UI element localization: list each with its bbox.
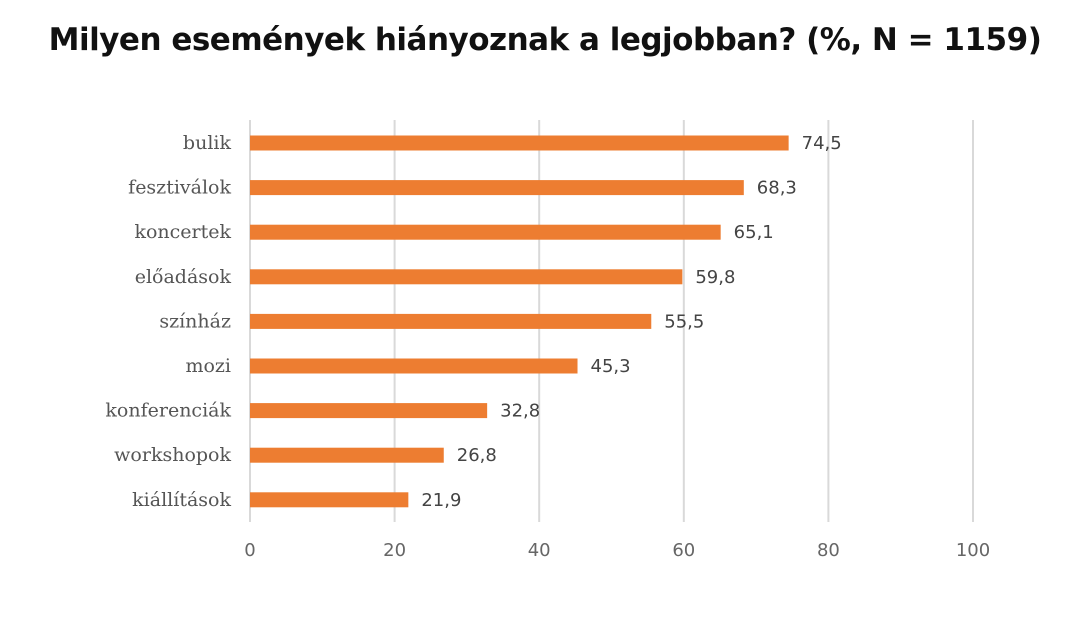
category-label: fesztiválok xyxy=(128,177,231,199)
x-tick-label: 20 xyxy=(383,540,406,561)
data-label: 26,8 xyxy=(457,445,497,466)
x-tick-label: 40 xyxy=(528,540,551,561)
x-tick-label: 80 xyxy=(817,540,840,561)
data-label: 55,5 xyxy=(664,311,704,332)
chart-title: Milyen események hiányoznak a legjobban?… xyxy=(48,22,1042,58)
bar xyxy=(250,224,721,240)
data-label: 21,9 xyxy=(421,490,461,511)
data-labels: 74,5 68,3 65,1 59,8 55,5 45,3 32,8 26,8 21,9 xyxy=(421,133,841,511)
bar xyxy=(250,358,578,374)
category-label: konferenciák xyxy=(105,400,231,422)
x-tick-label: 100 xyxy=(956,540,990,561)
category-label: színház xyxy=(159,310,231,332)
category-label: koncertek xyxy=(134,221,231,243)
bar xyxy=(250,269,683,285)
x-tick-label: 60 xyxy=(672,540,695,561)
data-label: 45,3 xyxy=(591,356,631,377)
data-label: 74,5 xyxy=(802,133,842,154)
data-label: 59,8 xyxy=(695,267,735,288)
x-axis-ticks: 0 20 40 60 80 100 xyxy=(244,540,990,561)
category-labels: bulik fesztiválok koncertek előadások színhá… xyxy=(105,132,231,511)
bars xyxy=(250,135,789,508)
category-label: bulik xyxy=(183,132,232,154)
bar xyxy=(250,403,488,419)
category-label: workshopok xyxy=(114,444,231,466)
bar xyxy=(250,313,652,329)
category-label: mozi xyxy=(185,355,231,377)
data-label: 65,1 xyxy=(734,222,774,243)
bar xyxy=(250,447,444,463)
category-label: kiállítások xyxy=(132,489,231,511)
bar xyxy=(250,135,789,151)
x-tick-label: 0 xyxy=(244,540,255,561)
bar xyxy=(250,492,409,508)
data-label: 32,8 xyxy=(500,401,540,422)
data-label: 68,3 xyxy=(757,178,797,199)
bar xyxy=(250,180,744,196)
category-label: előadások xyxy=(135,266,232,288)
